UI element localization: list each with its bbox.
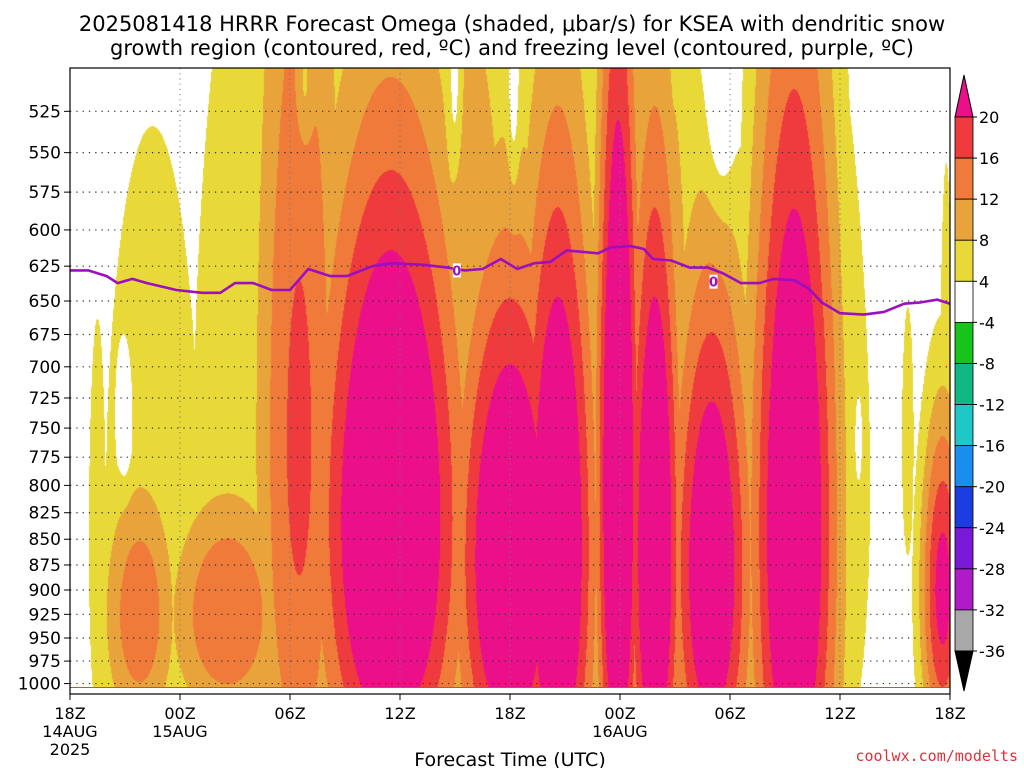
colorbar-label: 12 [979, 190, 999, 209]
y-tick-label: 600 [29, 221, 61, 241]
chart-title-line-2: growth region (contoured, red, ºC) and f… [110, 36, 914, 60]
x-tick-label: 14AUG [42, 722, 97, 741]
colorbar-bin [954, 486, 974, 529]
x-tick-label: 15AUG [152, 722, 207, 741]
colorbar-label: -16 [979, 437, 1005, 456]
colorbar-label: 20 [979, 108, 999, 127]
y-tick-label: 975 [29, 652, 61, 672]
x-tick-label: 16AUG [592, 722, 647, 741]
y-tick-label: 525 [29, 102, 61, 122]
y-tick-label: 825 [29, 504, 61, 524]
y-tick-label: 675 [29, 326, 61, 346]
colorbar-label: -20 [979, 478, 1005, 497]
colorbar-bin [954, 609, 974, 652]
x-tick-label: 12Z [384, 704, 415, 723]
y-tick-label: 950 [29, 629, 61, 649]
colorbar-bin [954, 116, 974, 159]
y-tick-label: 875 [29, 556, 61, 576]
colorbar-label: -36 [979, 642, 1005, 661]
y-tick-label: 550 [29, 144, 61, 164]
x-axis-label: Forecast Time (UTC) [414, 749, 605, 768]
colorbar-bin [954, 157, 974, 200]
y-tick-label: 750 [29, 419, 61, 439]
chart-title-line-1: 2025081418 HRRR Forecast Omega (shaded, … [79, 12, 945, 36]
freezing-level-line [70, 244, 950, 316]
y-tick-label: 925 [29, 605, 61, 625]
colorbar-bin [954, 445, 974, 488]
y-tick-label: 900 [29, 581, 61, 601]
colorbar-label: -32 [979, 601, 1005, 620]
y-tick-label: 625 [29, 257, 61, 277]
colorbar-bin [954, 363, 974, 405]
y-tick-label: 650 [29, 292, 61, 312]
x-tick-label: 06Z [274, 704, 305, 723]
colorbar-bottom-arrow [954, 650, 974, 692]
x-tick-label: 00Z [604, 704, 635, 723]
plot-area: 00 [70, 68, 950, 688]
freezing-level-contour: 00 [70, 244, 950, 316]
colorbar: 20 16 12 8 4 -4 -8 -12 -16 -20 -24 -28 -32 -36 [954, 74, 1005, 692]
colorbar-bin [954, 280, 974, 323]
y-tick-label: 850 [29, 530, 61, 550]
freezing-level-label: 0 [709, 276, 718, 291]
x-tick-label: 18Z [494, 704, 525, 723]
colorbar-label: 4 [979, 272, 989, 291]
colorbar-top-arrow [954, 74, 974, 118]
y-axis-pressure-ticks: 525 550 575 600 625 650 675 700 725 750 775 800 825 8… [18, 102, 70, 695]
x-tick-label: 00Z [164, 704, 195, 723]
colorbar-bin [954, 321, 974, 364]
y-tick-label: 575 [29, 183, 61, 203]
y-tick-label: 800 [29, 476, 61, 496]
colorbar-bin [954, 239, 974, 282]
x-tick-label: 06Z [714, 704, 745, 723]
x-tick-label: 18Z [934, 704, 965, 723]
colorbar-bin [954, 568, 974, 611]
colorbar-label: 8 [979, 231, 989, 250]
x-tick-label: 18Z [54, 704, 85, 723]
y-tick-label: 700 [29, 358, 61, 378]
y-tick-label: 1000 [18, 675, 61, 695]
colorbar-label: -12 [979, 396, 1005, 415]
colorbar-label: -28 [979, 560, 1005, 579]
surface-ground-band [70, 687, 950, 688]
chart-title: 2025081418 HRRR Forecast Omega (shaded, … [79, 12, 945, 60]
freezing-level-label: 0 [452, 264, 461, 279]
site-credit: coolwx.com/modelts [855, 747, 1018, 765]
colorbar-bin [954, 198, 974, 241]
x-tick-label: 2025 [50, 740, 91, 759]
colorbar-label: -24 [979, 519, 1005, 538]
omega-shaded-field [70, 68, 950, 688]
freezing-level-label-backing [709, 274, 718, 289]
freezing-level-label-backing [452, 263, 461, 278]
colorbar-label: -8 [979, 354, 995, 373]
y-tick-label: 725 [29, 389, 61, 409]
x-tick-label: 12Z [824, 704, 855, 723]
colorbar-label: -4 [979, 313, 995, 332]
colorbar-bin [954, 404, 974, 447]
colorbar-label: 16 [979, 149, 999, 168]
y-tick-label: 775 [29, 448, 61, 468]
colorbar-bin [954, 527, 974, 570]
